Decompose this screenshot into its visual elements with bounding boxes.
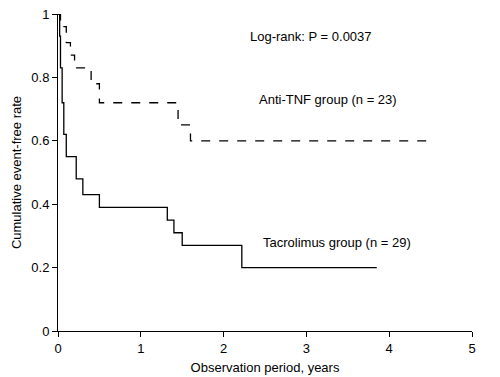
svg-text:5: 5 — [468, 341, 475, 356]
svg-text:0: 0 — [42, 324, 49, 339]
svg-text:2: 2 — [220, 341, 227, 356]
svg-text:1: 1 — [137, 341, 144, 356]
svg-text:1: 1 — [42, 7, 49, 22]
svg-text:Tacrolimus group (n = 29): Tacrolimus group (n = 29) — [263, 235, 411, 250]
svg-text:4: 4 — [386, 341, 393, 356]
svg-text:Anti-TNF group (n = 23): Anti-TNF group (n = 23) — [259, 92, 397, 107]
svg-text:0.2: 0.2 — [31, 260, 49, 275]
svg-text:0.8: 0.8 — [31, 70, 49, 85]
svg-text:Observation period, years: Observation period, years — [191, 360, 340, 375]
svg-text:0: 0 — [54, 341, 61, 356]
svg-text:3: 3 — [303, 341, 310, 356]
svg-text:Log-rank: P = 0.0037: Log-rank: P = 0.0037 — [250, 29, 372, 44]
svg-text:0.6: 0.6 — [31, 133, 49, 148]
svg-text:0.4: 0.4 — [31, 197, 49, 212]
svg-text:Cumulative event-free rate: Cumulative event-free rate — [9, 96, 24, 249]
